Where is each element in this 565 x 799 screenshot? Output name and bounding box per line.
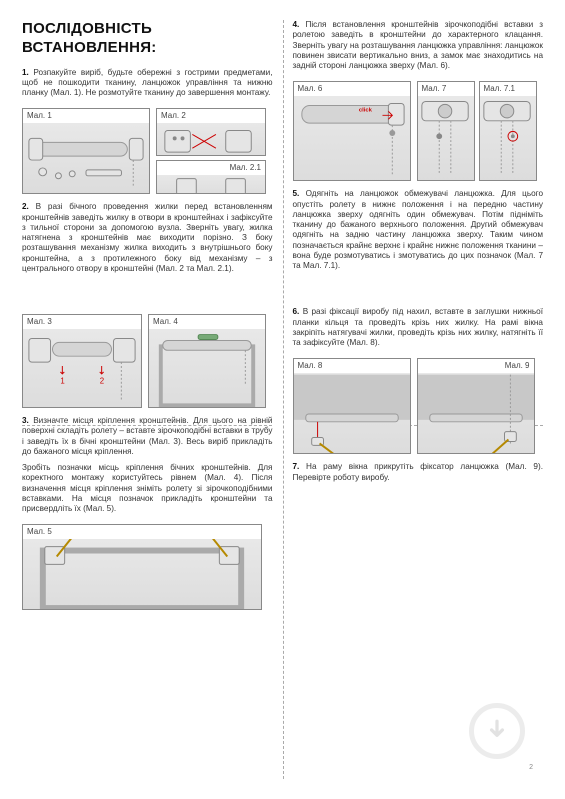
figure-2-1: Мал. 2.1 xyxy=(156,160,266,194)
step-6-body: В разі фіксації виробу під нахил, вставт… xyxy=(293,307,544,347)
figure-4-label: Мал. 4 xyxy=(149,315,265,329)
figure-8-body xyxy=(294,373,410,454)
click-label: click xyxy=(358,108,372,114)
figure-7-1-body xyxy=(480,96,536,181)
step-5-text: 5. Одягніть на ланцюжок обмежувачі ланцю… xyxy=(293,189,544,271)
figure-6: Мал. 6 click xyxy=(293,81,411,181)
page-title: ПОСЛІДОВНІСТЬ ВСТАНОВЛЕННЯ: xyxy=(22,20,273,58)
figure-4: Мал. 4 xyxy=(148,314,266,408)
step-5-body: Одягніть на ланцюжок обмежувачі ланцюжка… xyxy=(293,189,544,270)
horizontal-separator-left xyxy=(22,425,272,426)
svg-text:1: 1 xyxy=(60,377,64,386)
figure-2-body xyxy=(157,123,265,156)
step-2-body: В разі бічного проведення жилки перед вс… xyxy=(22,202,273,273)
figure-2-1-label: Мал. 2.1 xyxy=(157,161,265,175)
vertical-separator xyxy=(283,20,284,779)
figure-8-label: Мал. 8 xyxy=(294,359,410,373)
step-1-body: Розпакуйте виріб, будьте обережні з гост… xyxy=(22,68,273,98)
left-column: ПОСЛІДОВНІСТЬ ВСТАНОВЛЕННЯ: 1. Розпакуйт… xyxy=(22,20,273,779)
step-3-number: 3. xyxy=(22,416,29,425)
figure-row-2: Мал. 3 1 2 Мал. 4 xyxy=(22,314,273,408)
figure-row-4: Мал. 6 click Мал. 7 xyxy=(293,81,544,181)
figure-1: Мал. 1 xyxy=(22,108,150,194)
figure-row-1: Мал. 1 Мал. 2 xyxy=(22,108,273,194)
figure-7-1: Мал. 7.1 xyxy=(479,81,537,181)
step-7-number: 7. xyxy=(293,462,300,471)
step-7-text: 7. На раму вікна прикрутіть фіксатор лан… xyxy=(293,462,544,483)
figure-5: Мал. 5 xyxy=(22,524,262,610)
figure-6-body: click xyxy=(294,96,410,181)
figure-6-label: Мал. 6 xyxy=(294,82,410,96)
figure-5-body xyxy=(23,539,261,610)
figure-7-body xyxy=(418,96,474,181)
figure-7-1-label: Мал. 7.1 xyxy=(480,82,536,96)
watermark-icon xyxy=(469,703,525,759)
step-5-number: 5. xyxy=(293,189,300,198)
figure-row-3: Мал. 5 xyxy=(22,524,273,610)
figure-3-label: Мал. 3 xyxy=(23,315,141,329)
figure-row-5: Мал. 8 Мал. 9 xyxy=(293,358,544,454)
step-6-number: 6. xyxy=(293,307,300,316)
step-7-body: На раму вікна прикрутіть фіксатор ланцюж… xyxy=(293,462,543,481)
figure-4-body xyxy=(149,329,265,408)
step-1-number: 1. xyxy=(22,68,29,77)
step-2-number: 2. xyxy=(22,202,29,211)
step-1-text: 1. Розпакуйте виріб, будьте обережні з г… xyxy=(22,68,273,99)
step-4-body: Після встановлення кронштейнів зірочкопо… xyxy=(293,20,544,70)
figure-7: Мал. 7 xyxy=(417,81,475,181)
figure-1-label: Мал. 1 xyxy=(23,109,149,123)
page: ПОСЛІДОВНІСТЬ ВСТАНОВЛЕННЯ: 1. Розпакуйт… xyxy=(22,20,543,779)
right-column: 4. Після встановлення кронштейнів зірочк… xyxy=(293,20,544,779)
figure-3: Мал. 3 1 2 xyxy=(22,314,142,408)
figure-8: Мал. 8 xyxy=(293,358,411,454)
step-2-text: 2. В разі бічного проведення жилки перед… xyxy=(22,202,273,274)
step-6-text: 6. В разі фіксації виробу під нахил, вст… xyxy=(293,307,544,348)
step-3-body-a: Визначте місця кріплення кронштейнів. Дл… xyxy=(22,416,273,456)
step-3-text-b: Зробіть позначки місць кріплення бічних … xyxy=(22,463,273,514)
step-3-text-a: 3. Визначте місця кріплення кронштейнів.… xyxy=(22,416,273,457)
figure-5-label: Мал. 5 xyxy=(23,525,261,539)
figure-1-body xyxy=(23,123,149,194)
figure-9-label: Мал. 9 xyxy=(418,359,534,373)
page-number: 2 xyxy=(529,764,533,773)
figure-9: Мал. 9 xyxy=(417,358,535,454)
figure-7-label: Мал. 7 xyxy=(418,82,474,96)
figure-3-body: 1 2 xyxy=(23,329,141,408)
figure-2-1-body xyxy=(157,175,265,194)
svg-text:2: 2 xyxy=(100,377,104,386)
figure-2-label: Мал. 2 xyxy=(157,109,265,123)
step-4-text: 4. Після встановлення кронштейнів зірочк… xyxy=(293,20,544,71)
figure-2: Мал. 2 xyxy=(156,108,266,156)
step-4-number: 4. xyxy=(293,20,300,29)
figure-9-body xyxy=(418,373,534,454)
